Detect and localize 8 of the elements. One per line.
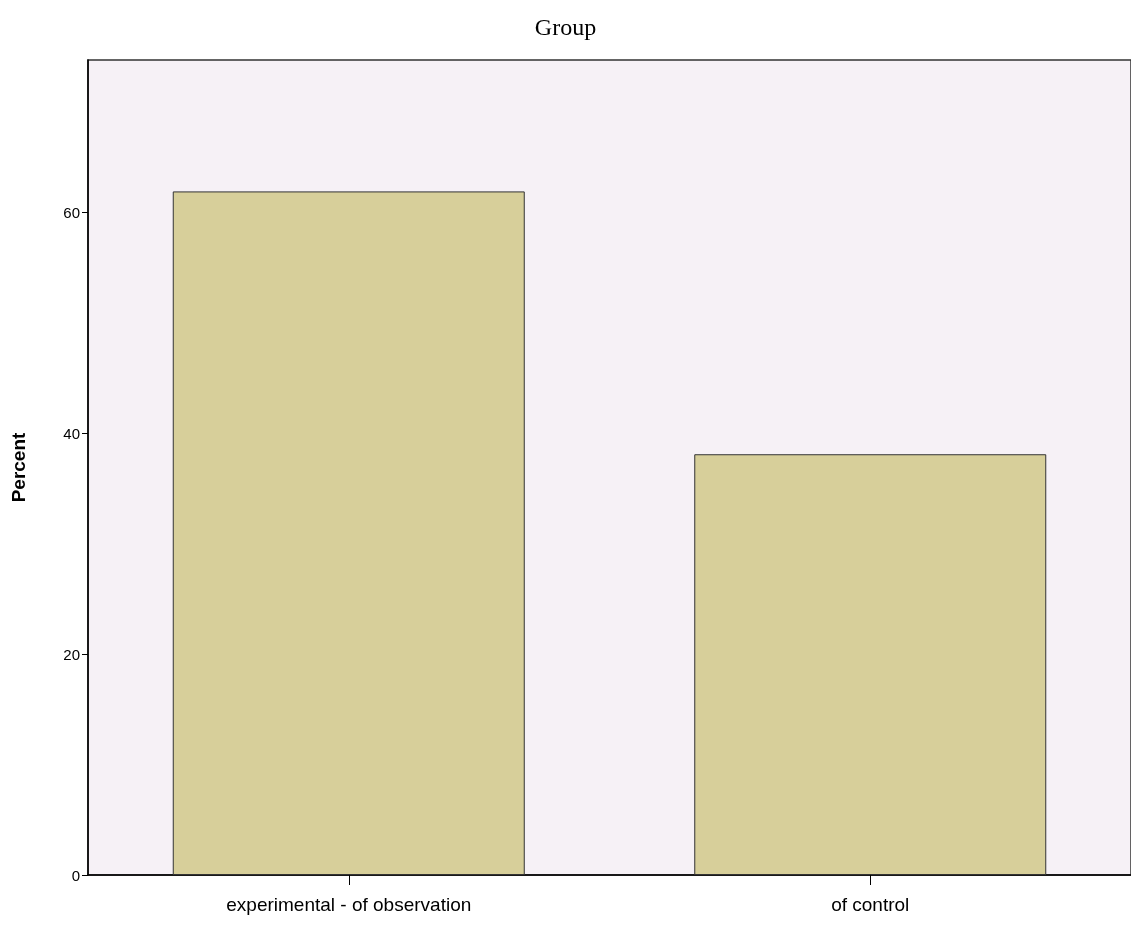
y-axis-title: Percent [8, 431, 29, 503]
y-tick-label: 60 [63, 203, 80, 221]
chart-title: Group [534, 14, 597, 40]
y-tick-label: 20 [63, 645, 80, 663]
y-tick-label: 0 [71, 866, 80, 884]
x-tick-label: experimental - of observation [226, 894, 472, 915]
y-tick-label: 40 [63, 424, 80, 442]
x-tick-label: of control [831, 894, 910, 915]
